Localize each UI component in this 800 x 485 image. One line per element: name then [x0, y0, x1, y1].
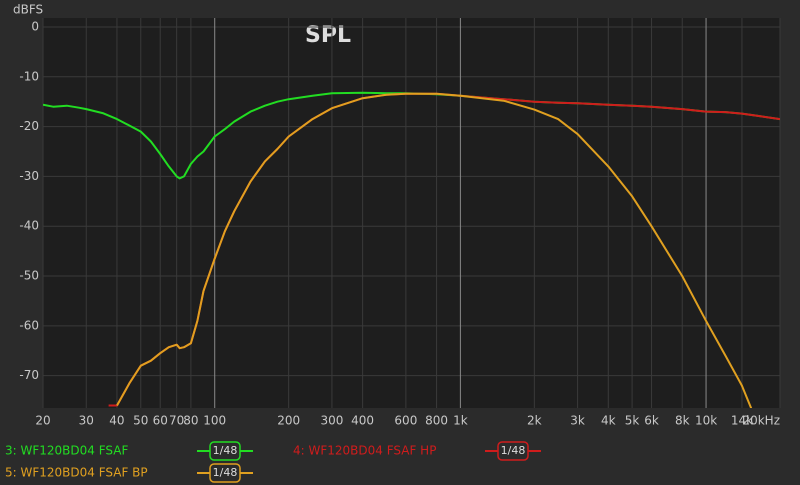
y-tick-label: -70 [19, 368, 39, 382]
y-axis-label: dBFS [13, 3, 43, 17]
legend-smoothing: 1/48 [501, 444, 526, 457]
y-tick-label: -50 [19, 269, 39, 283]
x-tick-label: 100 [203, 414, 226, 428]
x-tick-label: 10k [695, 414, 717, 428]
legend-label: 3: WF120BD04 FSAF [5, 444, 128, 458]
x-tick-label: 40 [109, 414, 124, 428]
x-tick-label: 80 [183, 414, 198, 428]
y-tick-label: 0 [31, 19, 39, 33]
legend-label: 5: WF120BD04 FSAF BP [5, 466, 148, 480]
x-tick-label: 70 [169, 414, 184, 428]
y-tick-label: -20 [19, 119, 39, 133]
legend-smoothing: 1/48 [213, 466, 238, 479]
x-tick-label: 800 [425, 414, 448, 428]
legend-label: 4: WF120BD04 FSAF HP [293, 444, 436, 458]
x-tick-label: 30 [79, 414, 94, 428]
legend-box[interactable] [209, 463, 241, 483]
x-tick-label: 600 [394, 414, 417, 428]
x-tick-label: 300 [320, 414, 343, 428]
y-tick-label: -30 [19, 169, 39, 183]
x-tick-label: 60 [153, 414, 168, 428]
legend-box[interactable] [209, 441, 241, 461]
x-tick-label: 1k [453, 414, 468, 428]
series-line [116, 92, 753, 408]
x-tick-label: 4k [601, 414, 616, 428]
x-tick-label: 200 [277, 414, 300, 428]
y-tick-label: -10 [19, 69, 39, 83]
x-tick-label: 14k [731, 414, 753, 428]
x-tick-label: 2k [527, 414, 542, 428]
y-tick-label: -40 [19, 219, 39, 233]
x-tick-label: 50 [133, 414, 148, 428]
plot-area [43, 18, 780, 408]
curves [43, 91, 780, 408]
x-tick-label: 3k [570, 414, 585, 428]
x-tick-label: 6k [644, 414, 659, 428]
legend-smoothing: 1/48 [213, 444, 238, 457]
x-tick-label: 20 [35, 414, 50, 428]
x-tick-label: 400 [351, 414, 374, 428]
legend-box[interactable] [497, 441, 529, 461]
x-tick-label: 8k [675, 414, 690, 428]
x-tick-label: 20kHz [742, 414, 780, 428]
y-tick-label: -60 [19, 318, 39, 332]
x-tick-label: 5k [625, 414, 640, 428]
